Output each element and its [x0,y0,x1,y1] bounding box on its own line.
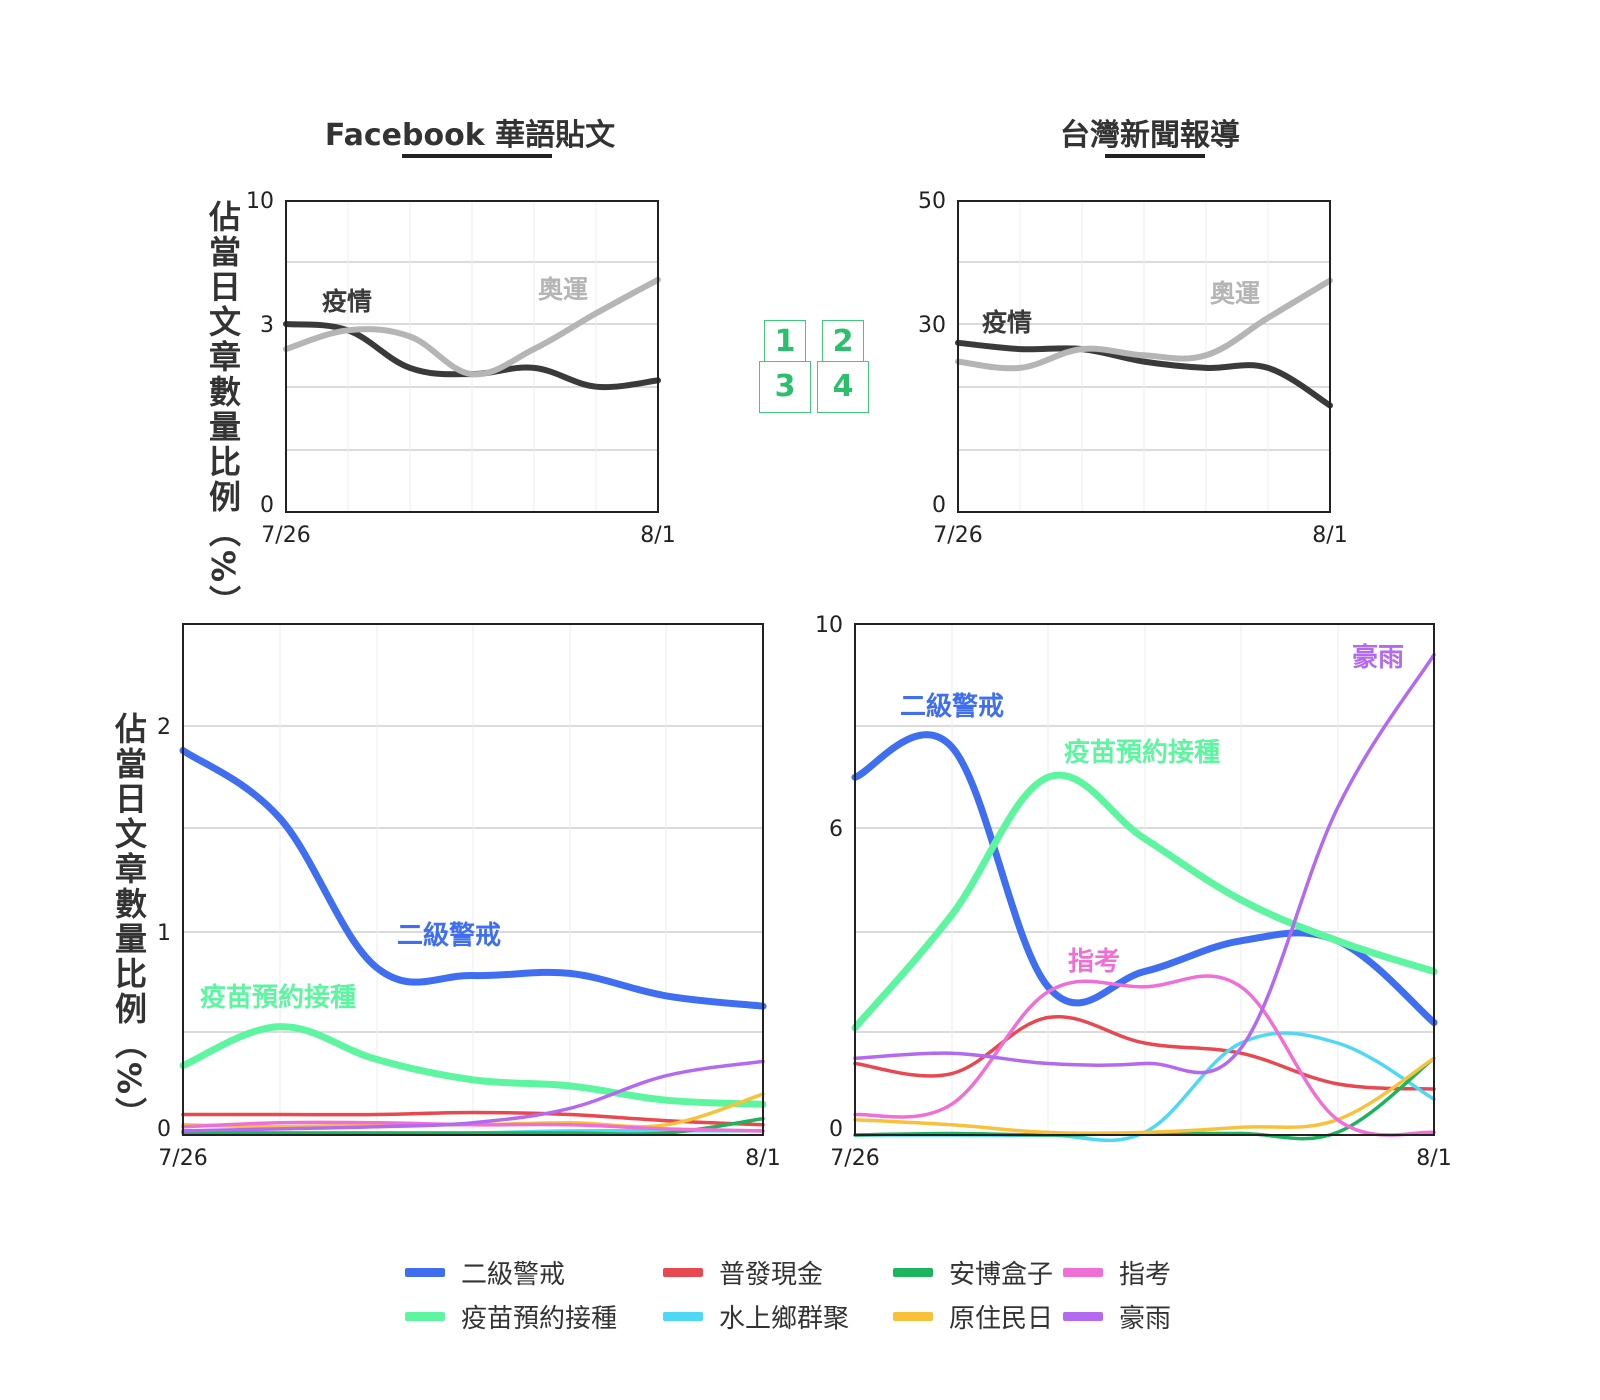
plot-frame [957,200,1331,513]
series-line-安博盒子 [181,1116,765,1136]
legend-item: 原住民日 [893,1296,1053,1336]
title-news: 台灣新聞報導 [1050,110,1250,158]
chart-panel-2: 0 30 50 7/26 8/1 疫情 奧運 [918,189,1348,548]
series-line-普發現金 [853,1014,1436,1091]
legend-label: 豪雨 [1119,1303,1172,1334]
chart-panel-1: 0 3 10 7/26 8/1 疫情 奧運 [246,189,676,548]
y-tick-label: 0 [932,493,946,518]
panel-key-2: 2 [822,320,864,362]
series-line-疫苗預約接種 [851,771,1438,1032]
y-tick-label: 0 [260,493,274,518]
legend-label: 普發現金 [719,1259,824,1290]
x-tick-label: 8/1 [640,523,675,548]
series-line-奧運 [955,277,1333,372]
legend-label: 疫苗預約接種 [461,1303,618,1334]
panel-key-3: 3 [759,361,811,413]
legend-item: 安博盒子 [893,1252,1053,1292]
legend-label: 安博盒子 [949,1259,1054,1290]
y-tick-label: 0 [829,1117,843,1142]
series-line-豪雨 [181,1059,765,1133]
legend-swatch [663,1267,703,1277]
legend-item: 豪雨 [1063,1296,1171,1336]
series-label-二級警戒: 二級警戒 [900,691,1004,722]
x-tick-label: 8/1 [1312,523,1347,548]
series-label-疫情: 疫情 [982,308,1032,337]
plot-frame [182,623,764,1136]
legend-swatch [663,1311,703,1321]
panel-key-4: 4 [817,361,869,413]
y-tick-label: 10 [246,189,274,214]
legend-item: 普發現金 [663,1252,823,1292]
y-axis-label-bottom: 佔當日文章數量比例（%） [110,712,148,1133]
y-tick-label: 0 [157,1117,171,1142]
title-underline [402,154,552,158]
series-label-疫苗預約接種: 疫苗預約接種 [200,982,356,1013]
y-tick-label: 6 [829,817,843,842]
x-tick-label: 7/26 [933,523,982,548]
series-label-奧運: 奧運 [538,275,588,304]
series-label-疫苗預約接種: 疫苗預約接種 [1064,737,1220,768]
legend-label: 指考 [1119,1259,1172,1290]
plot-frame [285,200,659,513]
legend-label: 原住民日 [949,1303,1054,1334]
legend-swatch [405,1267,445,1277]
plot-frame [854,623,1435,1136]
y-tick-label: 3 [260,313,274,338]
legend-swatch [893,1267,933,1277]
y-axis-label-top: 佔當日文章數量比例（%） [204,200,242,621]
legend-label: 二級警戒 [461,1259,566,1290]
series-label-二級警戒: 二級警戒 [397,920,501,951]
y-tick-label: 1 [157,921,171,946]
legend-item: 二級警戒 [405,1252,565,1292]
legend-swatch [1063,1311,1103,1321]
series-line-二級警戒 [179,747,767,1010]
x-tick-label: 7/26 [158,1146,207,1171]
series-label-奧運: 奧運 [1210,279,1260,308]
legend-swatch [1063,1267,1103,1277]
x-tick-label: 7/26 [261,523,310,548]
x-tick-label: 8/1 [1416,1146,1451,1171]
series-line-普發現金 [181,1110,765,1127]
y-tick-label: 30 [918,313,946,338]
title-underline [1105,154,1205,158]
series-label-指考: 指考 [1068,947,1120,977]
series-label-豪雨: 豪雨 [1352,642,1404,673]
title-facebook: Facebook 華語貼文 [322,110,618,158]
series-line-豪雨 [853,652,1436,1075]
title-news-text: 台灣新聞報導 [1060,118,1240,153]
title-facebook-text: Facebook 華語貼文 [324,118,616,153]
series-line-奧運 [283,276,661,378]
legend-item: 疫苗預約接種 [405,1296,617,1336]
series-line-疫情 [955,339,1333,409]
legend-item: 指考 [1063,1252,1171,1292]
legend-item: 水上鄉群聚 [663,1296,849,1336]
legend-swatch [405,1311,445,1321]
series-line-疫苗預約接種 [179,1023,767,1108]
x-tick-label: 7/26 [830,1146,879,1171]
series-line-指考 [853,974,1436,1137]
legend-label: 水上鄉群聚 [719,1303,850,1334]
y-tick-label: 2 [157,715,171,740]
legend: 二級警戒 疫苗預約接種 普發現金 水上鄉群聚 安博盒子 原住民日 指考 豪雨 [405,1252,1225,1352]
y-tick-label: 10 [815,613,843,638]
x-tick-label: 8/1 [745,1146,780,1171]
y-tick-label: 50 [918,189,946,214]
legend-swatch [893,1311,933,1321]
series-label-疫情: 疫情 [322,287,372,316]
series-line-指考 [181,1120,765,1133]
